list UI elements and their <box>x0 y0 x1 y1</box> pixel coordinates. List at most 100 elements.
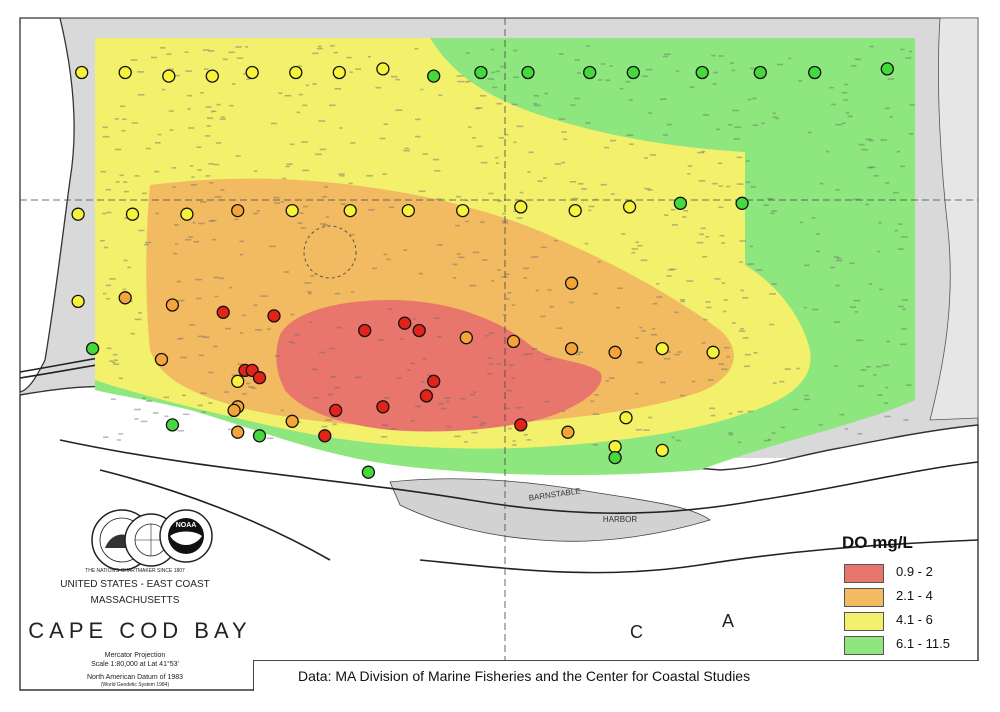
sounding-mark <box>480 422 487 424</box>
sounding-mark <box>256 210 260 212</box>
sounding-mark <box>731 69 735 72</box>
sounding-mark <box>245 46 249 48</box>
legend-swatch <box>844 588 884 607</box>
chart-projection: Mercator Projection <box>104 652 166 659</box>
sounding-mark <box>569 181 577 183</box>
sounding-mark <box>629 143 634 145</box>
sounding-mark <box>239 240 245 243</box>
sounding-mark <box>740 328 745 330</box>
sounding-mark <box>203 336 210 338</box>
sounding-mark <box>116 439 122 441</box>
label-c: C <box>630 622 643 642</box>
sounding-mark <box>302 169 309 172</box>
sounding-mark <box>246 382 251 385</box>
sounding-mark <box>395 78 400 81</box>
sounding-mark <box>348 182 353 185</box>
sounding-mark <box>105 188 111 191</box>
sounding-mark <box>857 385 865 387</box>
sounding-mark <box>225 327 231 330</box>
sounding-mark <box>803 306 807 309</box>
sounding-mark <box>300 141 308 143</box>
sounding-mark <box>138 229 145 232</box>
sounding-mark <box>648 112 653 114</box>
sounding-mark <box>332 423 337 425</box>
station-marker-green <box>735 196 749 210</box>
sounding-mark <box>403 249 408 251</box>
sounding-mark <box>660 381 666 384</box>
sounding-mark <box>674 353 680 356</box>
sounding-mark <box>381 424 389 426</box>
station-marker-orange <box>231 425 245 439</box>
sounding-mark <box>625 80 631 83</box>
sounding-mark <box>617 287 623 290</box>
sounding-mark <box>220 189 225 191</box>
legend-item: 4.1 - 6 <box>844 610 974 632</box>
sounding-mark <box>696 241 704 244</box>
sounding-mark <box>687 165 693 167</box>
sounding-mark <box>513 76 519 78</box>
sounding-mark <box>253 170 258 172</box>
sounding-mark <box>188 127 195 129</box>
sounding-mark <box>528 151 534 154</box>
sounding-mark <box>728 433 733 436</box>
sounding-mark <box>319 351 326 354</box>
sounding-mark <box>278 92 283 94</box>
sounding-mark <box>237 363 243 365</box>
sounding-mark <box>506 298 510 300</box>
sounding-mark <box>504 133 509 136</box>
sounding-mark <box>231 83 236 85</box>
sounding-mark <box>898 223 903 225</box>
sounding-mark <box>902 308 906 311</box>
sounding-mark <box>834 365 838 367</box>
sounding-mark <box>412 318 417 320</box>
sounding-mark <box>745 181 751 184</box>
sounding-mark <box>329 45 335 47</box>
sounding-mark <box>671 436 675 439</box>
sounding-mark <box>868 139 874 142</box>
sounding-mark <box>123 259 128 262</box>
station-marker-yellow <box>376 62 390 76</box>
sounding-mark <box>507 292 512 294</box>
sounding-mark <box>187 108 191 110</box>
sounding-mark <box>282 177 287 180</box>
legend-item: 2.1 - 4 <box>844 586 974 608</box>
sounding-mark <box>721 368 728 371</box>
sounding-mark <box>714 278 721 280</box>
sounding-mark <box>861 148 869 151</box>
sounding-mark <box>737 410 743 413</box>
station-marker-orange <box>285 414 299 428</box>
sounding-mark <box>200 392 207 395</box>
sounding-mark <box>155 212 160 215</box>
sounding-mark <box>738 330 746 332</box>
sounding-mark <box>908 50 912 53</box>
sounding-mark <box>321 196 327 198</box>
sounding-mark <box>739 261 743 263</box>
station-marker-yellow <box>71 207 85 221</box>
data-credit: Data: MA Division of Marine Fisheries an… <box>298 668 751 684</box>
sounding-mark <box>792 408 799 411</box>
sounding-mark <box>900 236 908 238</box>
sounding-mark <box>858 143 865 146</box>
legend-swatch <box>844 636 884 655</box>
sounding-mark <box>649 154 656 156</box>
sounding-mark <box>208 371 214 374</box>
sounding-mark <box>666 123 672 126</box>
sounding-mark <box>610 139 617 142</box>
sounding-mark <box>323 224 329 226</box>
sounding-mark <box>114 148 122 151</box>
sounding-mark <box>382 173 388 175</box>
sounding-mark <box>631 251 636 254</box>
sounding-mark <box>496 102 503 105</box>
sounding-mark <box>399 338 404 340</box>
sounding-mark <box>260 295 268 297</box>
sounding-mark <box>160 47 166 49</box>
sounding-mark <box>339 127 343 129</box>
sounding-mark <box>103 246 109 249</box>
sounding-mark <box>884 107 890 110</box>
station-marker-yellow <box>125 207 140 221</box>
sounding-mark <box>677 351 682 353</box>
sounding-mark <box>652 327 656 330</box>
sounding-mark <box>218 277 224 280</box>
sounding-mark <box>323 186 328 188</box>
sounding-mark <box>715 128 721 131</box>
